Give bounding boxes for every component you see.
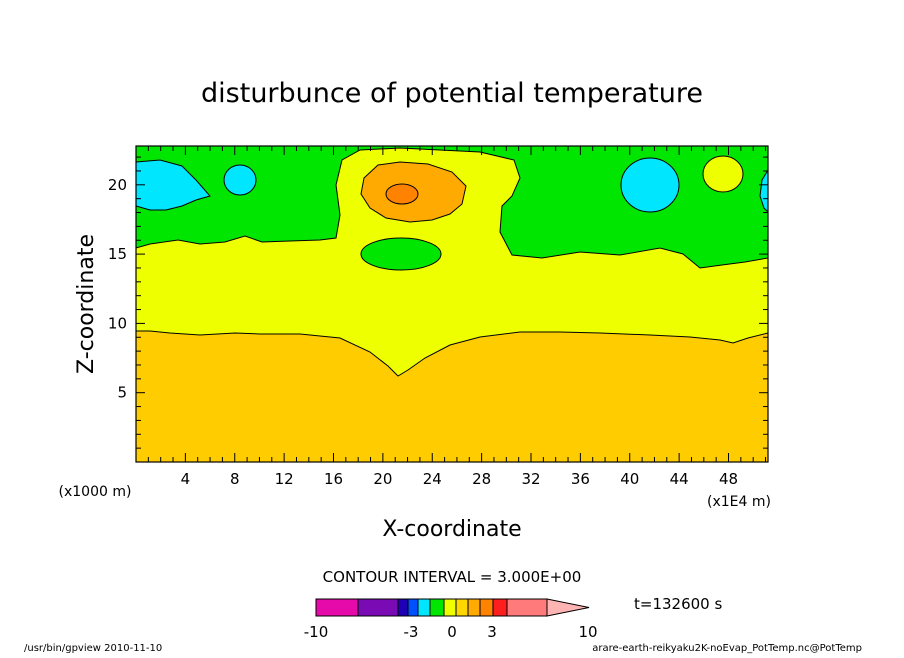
colorbar-segment (315, 598, 359, 617)
colorbar-segment (467, 598, 481, 617)
x-tick-label: 32 (521, 470, 540, 488)
x-tick-label: 12 (275, 470, 294, 488)
region-hot-core (385, 183, 419, 205)
y-unit-label: (x1000 m) (59, 484, 132, 500)
x-tick-label: 8 (230, 470, 240, 488)
colorbar-segment (357, 598, 399, 617)
region-cyan-2 (223, 164, 257, 196)
colorbar-labels: -10 -3 0 3 10 (304, 623, 598, 641)
axis-ticks (136, 146, 768, 462)
colorbar-segment (417, 598, 431, 617)
x-tick-label: 4 (181, 470, 191, 488)
x-tick-label: 48 (719, 470, 738, 488)
colorbar-segment (479, 598, 494, 617)
region-yellow-blob (702, 155, 744, 193)
colorbar-label: -10 (304, 623, 329, 641)
colorbar-segment (429, 598, 445, 617)
colorbar-segment (407, 598, 419, 617)
region-cyan-1 (135, 159, 211, 211)
x-tick-label: 16 (324, 470, 343, 488)
x-tick-label: 20 (373, 470, 392, 488)
colorbar-segment (506, 598, 548, 617)
contour-interval-label: CONTOUR INTERVAL = 3.000E+00 (323, 568, 582, 586)
colorbar-label: 0 (447, 623, 457, 641)
colorbar-segment (455, 598, 469, 617)
colorbar-label: -3 (404, 623, 419, 641)
colorbar-segment (492, 598, 508, 617)
colorbar-label: 10 (578, 623, 597, 641)
y-axis-label: Z-coordinate (74, 234, 99, 374)
footer-left: /usr/bin/gpview 2010-11-10 (24, 643, 162, 654)
colorbar-segment (397, 598, 409, 617)
y-tick-label: 20 (108, 176, 127, 194)
x-tick-label: 40 (620, 470, 639, 488)
colorbar-segment (443, 598, 457, 617)
x-tick-label: 24 (423, 470, 442, 488)
region-green-blob (360, 237, 442, 271)
x-unit-label: (x1E4 m) (707, 494, 771, 510)
footer-right: arare-earth-reikyaku2K-noEvap_PotTemp.nc… (592, 643, 862, 654)
y-tick-label: 15 (108, 245, 127, 263)
x-tick-label: 44 (670, 470, 689, 488)
y-tick-labels: 5 10 15 20 (108, 176, 127, 402)
time-label: t=132600 s (634, 595, 722, 613)
region-green (135, 145, 769, 269)
plot-area (135, 145, 769, 463)
y-tick-label: 5 (117, 384, 127, 402)
x-tick-labels: 4 8 12 16 20 24 28 32 36 40 44 48 (181, 470, 738, 488)
x-tick-label: 36 (571, 470, 590, 488)
x-axis-label: X-coordinate (382, 517, 521, 542)
x-tick-label: 28 (472, 470, 491, 488)
colorbar-arrow (546, 598, 590, 617)
chart-title: disturbunce of potential temperature (201, 78, 703, 109)
colorbar (315, 598, 590, 617)
colorbar-label: 3 (487, 623, 497, 641)
plot-frame (135, 145, 769, 463)
y-tick-label: 10 (108, 314, 127, 332)
region-cyan-3 (620, 157, 680, 213)
